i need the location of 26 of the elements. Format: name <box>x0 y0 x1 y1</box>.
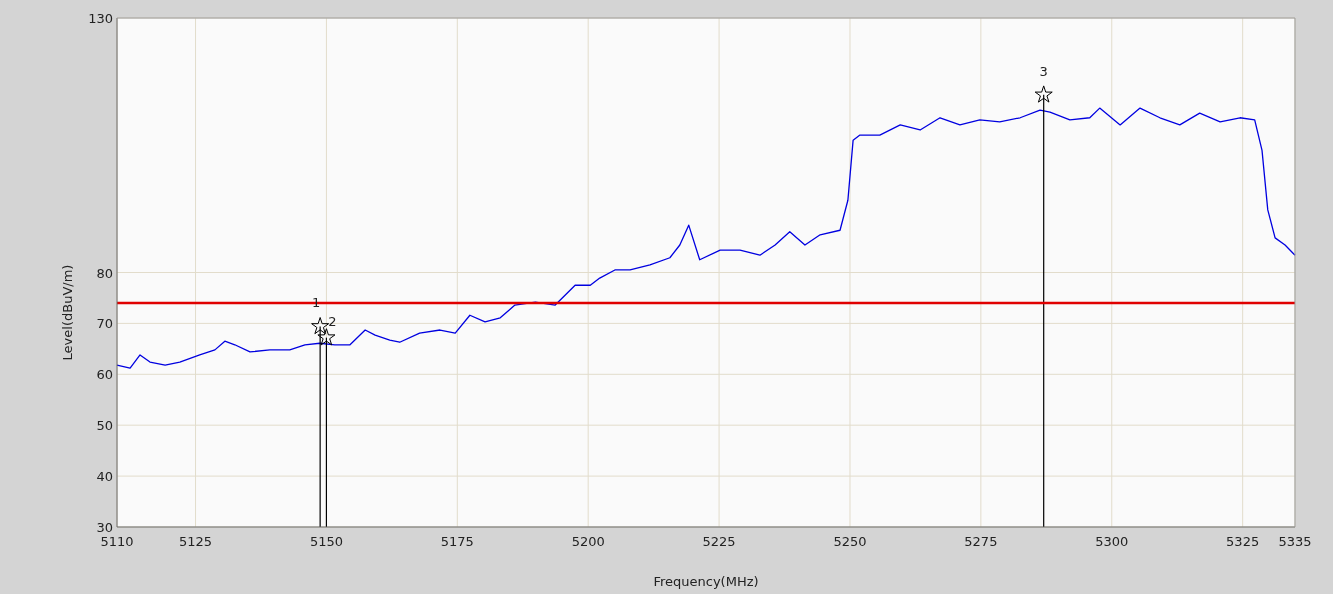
x-tick-label: 5275 <box>964 534 998 549</box>
x-tick-label: 5150 <box>309 534 343 549</box>
y-tick-label: 70 <box>96 316 113 332</box>
x-tick-label: 5225 <box>702 534 736 549</box>
point <box>317 328 336 346</box>
annotation: 2 <box>328 313 337 329</box>
x-tick-label: 5250 <box>833 534 867 549</box>
x-tick-label: 5300 <box>1095 534 1129 549</box>
y-tick-label: 50 <box>96 418 113 434</box>
point <box>1034 85 1053 103</box>
x-tick-label: 5335 <box>1278 534 1312 549</box>
y-tick-label: 130 <box>88 11 113 26</box>
x-tick-label: 5325 <box>1226 534 1260 549</box>
y-axis-title: Level(dBuV/m) <box>60 264 75 361</box>
x-axis-title: Frequency(MHz) <box>653 574 759 589</box>
y-tick-label: 80 <box>96 265 113 281</box>
x-tick-label: 5125 <box>178 534 213 549</box>
point <box>311 317 330 335</box>
x-tick-label: 5200 <box>571 534 605 549</box>
y-tick-label: 60 <box>96 367 113 383</box>
x-tick-label: 5175 <box>440 534 474 549</box>
x-tick-label: 5110 <box>100 534 134 549</box>
line-series <box>116 107 1296 369</box>
y-tick-label: 30 <box>96 520 113 535</box>
annotation: 3 <box>1039 63 1048 79</box>
y-tick-label: 40 <box>96 469 113 485</box>
